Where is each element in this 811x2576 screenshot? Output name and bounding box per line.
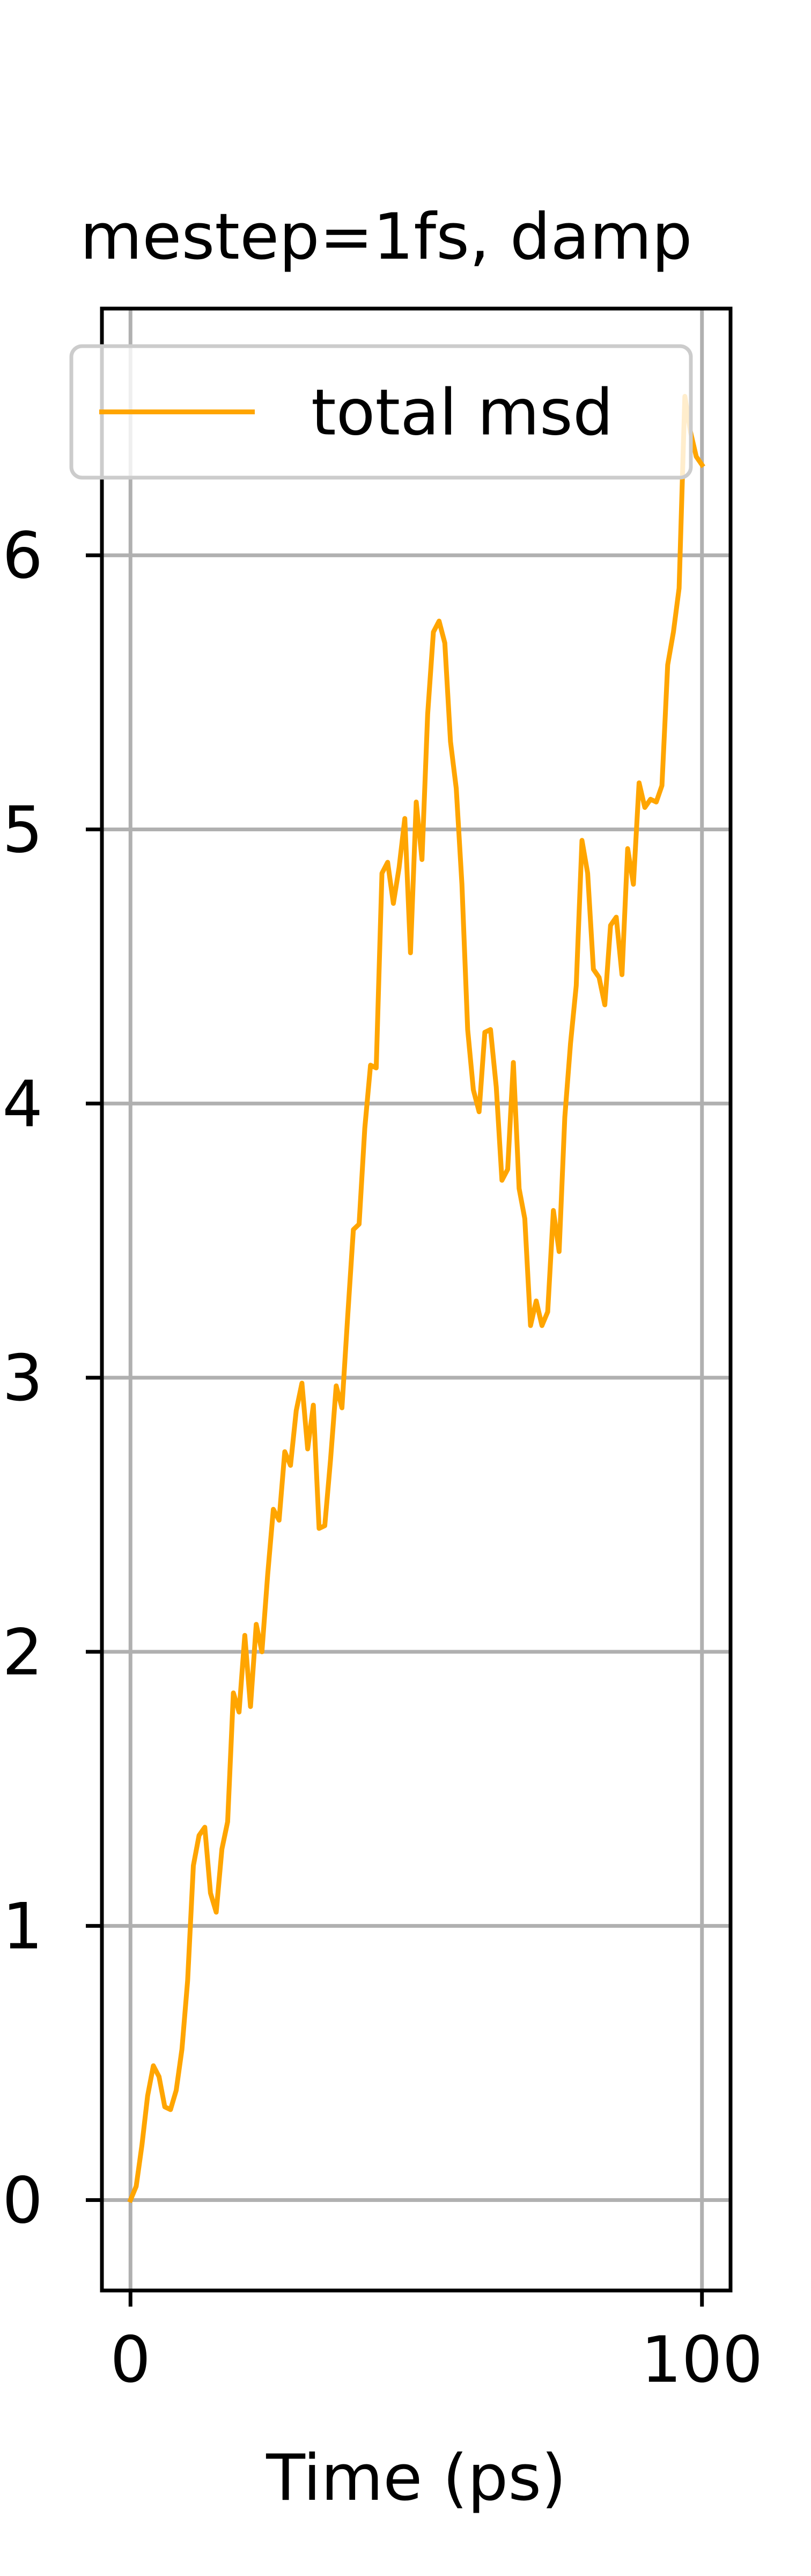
y-tick-label-6: 6 [2,519,43,594]
grid-lines [102,309,731,2290]
chart-title: mestep=1fs, damp [80,200,692,274]
plot-frame [100,306,733,2293]
y-tick-label-5: 5 [2,793,43,867]
legend-box [69,344,693,480]
y-tick-label-0: 0 [2,2164,43,2238]
x-axis-label: Time (ps) [266,2441,566,2515]
legend-label-0: total msd [311,376,613,450]
y-tick-label-1: 1 [2,1890,43,1964]
legend: total msd [69,344,693,480]
series-line-0 [127,394,705,2204]
x-tick-label-0: 0 [110,2323,151,2397]
x-tick-label-1: 100 [641,2323,763,2397]
y-tick-label-3: 3 [2,1342,43,1416]
ticks-layer: 0 1 2 3 4 5 6 0 100 [2,519,763,2397]
y-tick-label-4: 4 [2,1067,43,1141]
series-layer [127,394,705,2204]
y-tick-label-2: 2 [2,1616,43,1690]
